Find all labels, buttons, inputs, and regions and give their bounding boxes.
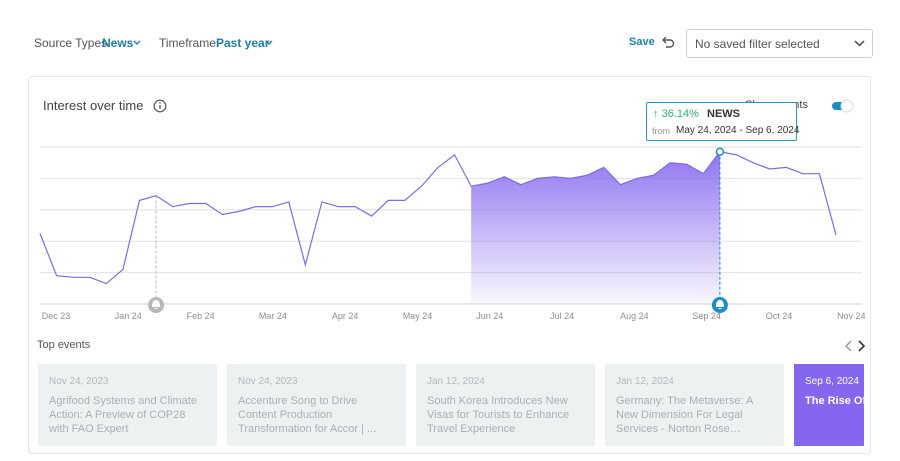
panel-title: Interest over time [43,98,144,113]
top-events-title: Top events [37,339,91,351]
highlight-area [471,151,720,304]
saved-filter-select[interactable]: No saved filter selected [686,29,873,58]
event-date: Nov 24, 2023 [49,376,109,387]
event-card[interactable]: Jan 12, 2024 South Korea Introduces New V… [416,364,595,446]
x-tick-label: Mar 24 [259,311,287,321]
event-title: Accenture Song to Drive Content Producti… [238,395,377,435]
source-dropdown[interactable]: News [102,36,134,50]
x-tick-label: Jun 24 [476,311,503,321]
hover-point [715,147,725,156]
event-card[interactable]: Sep 6, 2024 The Rise Of Digital Nomads [794,364,864,446]
event-card[interactable]: Nov 24, 2023 Agrifood Systems and Climate… [38,364,217,446]
tooltip-change: ↑ 36.14% [653,108,699,120]
x-tick-label: Sep 24 [692,311,721,321]
chevron [265,40,273,45]
line [39,151,837,285]
interest-chart: Dec 23 Jan 24 Feb 24 Mar 24 Apr 24 May 24 Jun … [39,146,866,321]
panel [28,76,871,454]
events-strip: Nov 24, 2023 Agrifood Systems and Climate… [38,364,864,446]
x-tick-label: Apr 24 [332,311,359,321]
x-tick-label: Jul 24 [550,311,574,321]
event-card[interactable]: Jan 12, 2024 Germany: The Metaverse: A Ne… [605,364,784,446]
bell-icon [715,300,724,309]
event-title: Agrifood Systems and Climate Action: A P… [49,395,197,435]
info-icon[interactable] [153,99,167,113]
select-text: No saved filter selected [695,37,820,51]
x-tick-label: Feb 24 [187,311,215,321]
event-date: Sep 6, 2024 [805,376,859,387]
x-tick-label: May 24 [403,311,433,321]
x-tick-label: Aug 24 [620,311,649,321]
tooltip: ↑ 36.14% NEWS from May 24, 2024 - Sep 6,… [646,102,800,141]
event-card[interactable]: Nov 24, 2023 Accenture Song to Drive Cont… [227,364,406,446]
source-label: Source Types [34,36,108,50]
bell-icon [152,300,161,309]
x-tick-label: Nov 24 [837,311,866,321]
x-tick-label: Oct 24 [766,311,793,321]
tooltip-from: from [652,126,670,136]
tooltip-range: May 24, 2024 - Sep 6, 2024 [676,125,800,136]
chevron [133,40,141,45]
carousel-arrows[interactable] [843,340,867,352]
events-toggle[interactable] [831,99,855,113]
chevron [854,40,865,47]
save-button[interactable]: Save [629,36,655,48]
event-date: Nov 24, 2023 [238,376,298,387]
timeframe-dropdown[interactable]: Past year [216,36,270,50]
event-title: South Korea Introduces New Visas for Tou… [427,395,570,435]
event-title: Germany: The Metaverse: A New Dimension … [616,395,753,435]
x-tick-label: Jan 24 [115,311,142,321]
tooltip-change-value: 36.14% [661,108,699,120]
event-date: Jan 12, 2024 [427,376,485,387]
timeframe-label: Timeframe [159,36,216,50]
event-title: The Rise Of Digital Nomads [805,395,864,407]
tooltip-source: NEWS [707,108,740,120]
x-tick-label: Dec 23 [42,311,71,321]
undo-icon[interactable] [661,35,675,49]
event-date: Jan 12, 2024 [616,376,674,387]
